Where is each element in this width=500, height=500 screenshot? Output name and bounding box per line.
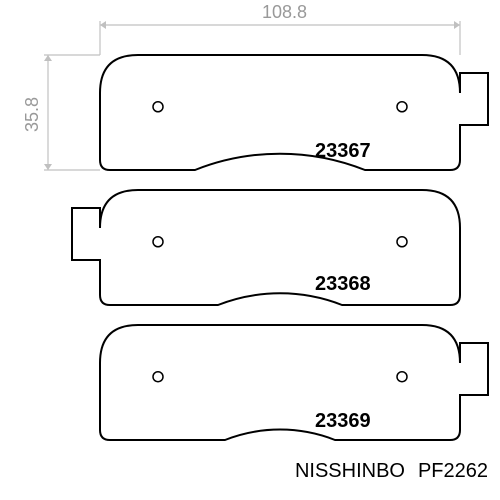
part-label-middle: 23368 <box>315 273 371 296</box>
part-label-top: 23367 <box>315 140 371 163</box>
pad-hole <box>397 372 407 382</box>
part-number: PF2262 <box>418 460 488 483</box>
dim-arrow <box>44 164 52 170</box>
brand-name: NISSHINBO <box>295 460 405 483</box>
pad-hole <box>397 102 407 112</box>
pad-outline-bottom <box>100 325 488 440</box>
dimension-height: 35.8 <box>22 97 43 132</box>
pad-hole <box>153 372 163 382</box>
diagram-container: 108.8 35.8 23367 23368 23369 NISSHINBO P… <box>0 0 500 500</box>
drawing-canvas <box>0 0 500 500</box>
pad-hole <box>153 102 163 112</box>
pad-hole <box>153 237 163 247</box>
pad-outline-top <box>100 55 488 170</box>
dim-arrow <box>100 21 106 29</box>
dim-arrow <box>454 21 460 29</box>
pad-outline-middle <box>72 190 460 305</box>
dimension-width: 108.8 <box>262 2 307 23</box>
dim-arrow <box>44 55 52 61</box>
pad-hole <box>397 237 407 247</box>
part-label-bottom: 23369 <box>315 410 371 433</box>
